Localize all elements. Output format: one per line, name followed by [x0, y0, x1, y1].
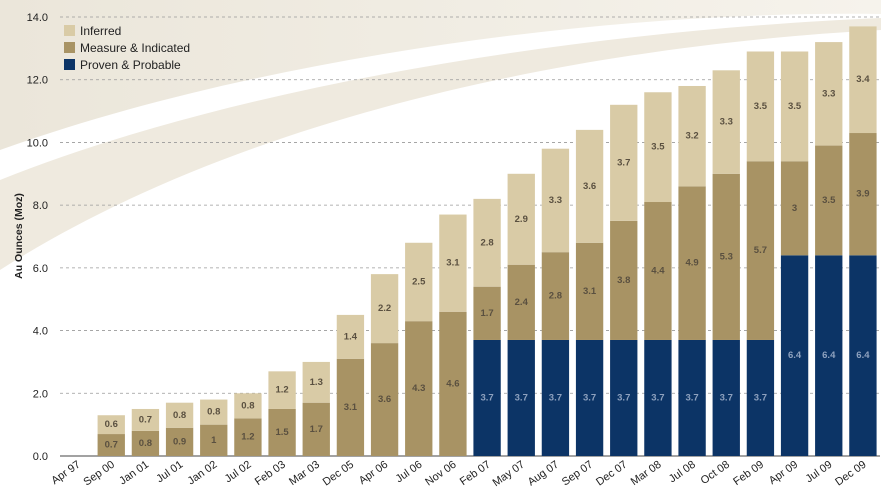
x-tick-label: Mar 08 [629, 459, 664, 488]
y-tick-label: 0.0 [33, 451, 48, 463]
data-label: 3.1 [583, 286, 597, 297]
data-label: 3.1 [344, 402, 358, 413]
data-label: 1 [211, 435, 217, 446]
x-tick-label: Jan 01 [117, 459, 151, 488]
data-label: 1.3 [310, 377, 323, 388]
data-label: 3.8 [617, 275, 630, 286]
data-label: 3.5 [788, 101, 802, 112]
data-label: 3.9 [856, 189, 869, 200]
data-label: 3.5 [754, 101, 768, 112]
data-label: 0.8 [173, 410, 186, 421]
x-tick-label: Dec 07 [594, 459, 629, 489]
data-label: 0.6 [105, 419, 118, 430]
data-label: 2.4 [515, 297, 529, 308]
data-label: 3.4 [856, 74, 870, 85]
x-tick-label: Feb 09 [731, 459, 766, 488]
data-label: 4.4 [651, 266, 665, 277]
data-label: 3.7 [651, 393, 664, 404]
data-label: 3.7 [617, 393, 630, 404]
data-label: 3.2 [685, 131, 698, 142]
legend-label: Measure & Indicated [80, 41, 190, 55]
x-tick-label: Feb 03 [253, 459, 288, 488]
legend-label: Proven & Probable [80, 58, 181, 72]
data-label: 6.4 [856, 350, 870, 361]
data-label: 3.7 [583, 393, 596, 404]
y-tick-label: 2.0 [33, 388, 48, 400]
x-tick-label: Jul 08 [667, 459, 698, 486]
legend-swatch [64, 59, 75, 70]
x-tick-label: Apr 06 [357, 459, 390, 487]
x-tick-label: Sep 00 [82, 459, 117, 489]
x-tick-label: Oct 08 [699, 459, 732, 487]
data-label: 3.7 [754, 393, 767, 404]
data-label: 3.3 [549, 195, 562, 206]
legend-swatch [64, 25, 75, 36]
data-label: 1.4 [344, 331, 358, 342]
data-label: 3.3 [822, 88, 835, 99]
data-label: 1.2 [241, 432, 254, 443]
data-label: 3.1 [446, 258, 460, 269]
x-tick-label: Nov 06 [423, 459, 458, 489]
chart: Au Ounces (Moz) 0.0 2.0 4.0 6.0 8.0 10.0 12.0 1… [0, 0, 881, 494]
data-label: 3.5 [651, 142, 665, 153]
y-tick-label: 10.0 [27, 137, 48, 149]
data-label: 0.8 [207, 407, 220, 418]
x-tick-label: May 07 [491, 459, 527, 490]
x-tick-label: Feb 07 [458, 459, 493, 488]
x-tick-label: Apr 09 [767, 459, 800, 487]
y-axis-label: Au Ounces (Moz) [13, 193, 25, 279]
x-tick-label: Jul 01 [154, 459, 185, 486]
data-label: 5.3 [720, 251, 733, 262]
data-label: 3.7 [720, 393, 733, 404]
data-label: 2.2 [378, 303, 391, 314]
data-label: 3 [792, 203, 797, 214]
data-label: 3.5 [822, 195, 836, 206]
x-tick-label: Jan 02 [186, 459, 220, 488]
data-label: 3.7 [685, 393, 698, 404]
data-label: 5.7 [754, 245, 767, 256]
data-label: 2.5 [412, 276, 426, 287]
x-tick-label: Dec 09 [833, 459, 868, 489]
data-label: 3.6 [378, 394, 391, 405]
x-tick-label: Aug 07 [526, 459, 561, 489]
y-tick-label: 12.0 [27, 75, 48, 87]
x-tick-label: Jul 06 [394, 459, 425, 486]
data-label: 1.5 [275, 427, 289, 438]
data-label: 0.7 [139, 414, 152, 425]
y-tick-label: 14.0 [27, 12, 48, 24]
data-label: 6.4 [788, 350, 802, 361]
data-label: 0.7 [105, 440, 118, 451]
data-label: 3.6 [583, 181, 596, 192]
x-tick-label: Dec 05 [321, 459, 356, 489]
data-label: 0.8 [139, 438, 152, 449]
data-label: 6.4 [822, 350, 836, 361]
y-tick-label: 4.0 [33, 326, 48, 338]
data-label: 2.9 [515, 214, 528, 225]
data-label: 4.9 [685, 258, 698, 269]
x-tick-label: Jul 09 [804, 459, 835, 486]
data-label: 3.3 [720, 117, 733, 128]
data-label: 4.6 [446, 378, 459, 389]
legend-swatch [64, 42, 75, 53]
data-label: 2.8 [480, 237, 493, 248]
data-label: 0.9 [173, 436, 186, 447]
x-tick-label: Sep 07 [560, 459, 595, 489]
data-label: 3.7 [617, 157, 630, 168]
data-label: 2.8 [549, 291, 562, 302]
data-label: 3.7 [480, 393, 493, 404]
data-label: 1.7 [310, 424, 323, 435]
data-label: 1.7 [480, 308, 493, 319]
data-label: 1.2 [275, 385, 288, 396]
x-tick-label: Apr 97 [49, 459, 82, 487]
data-label: 4.3 [412, 383, 425, 394]
data-label: 3.7 [515, 393, 528, 404]
y-tick-label: 8.0 [33, 200, 48, 212]
x-tick-label: Mar 03 [287, 459, 322, 488]
data-label: 0.8 [241, 400, 254, 411]
x-tick-label: Jul 02 [223, 459, 254, 486]
y-tick-label: 6.0 [33, 263, 48, 275]
data-label: 3.7 [549, 393, 562, 404]
legend-label: Inferred [80, 24, 121, 38]
